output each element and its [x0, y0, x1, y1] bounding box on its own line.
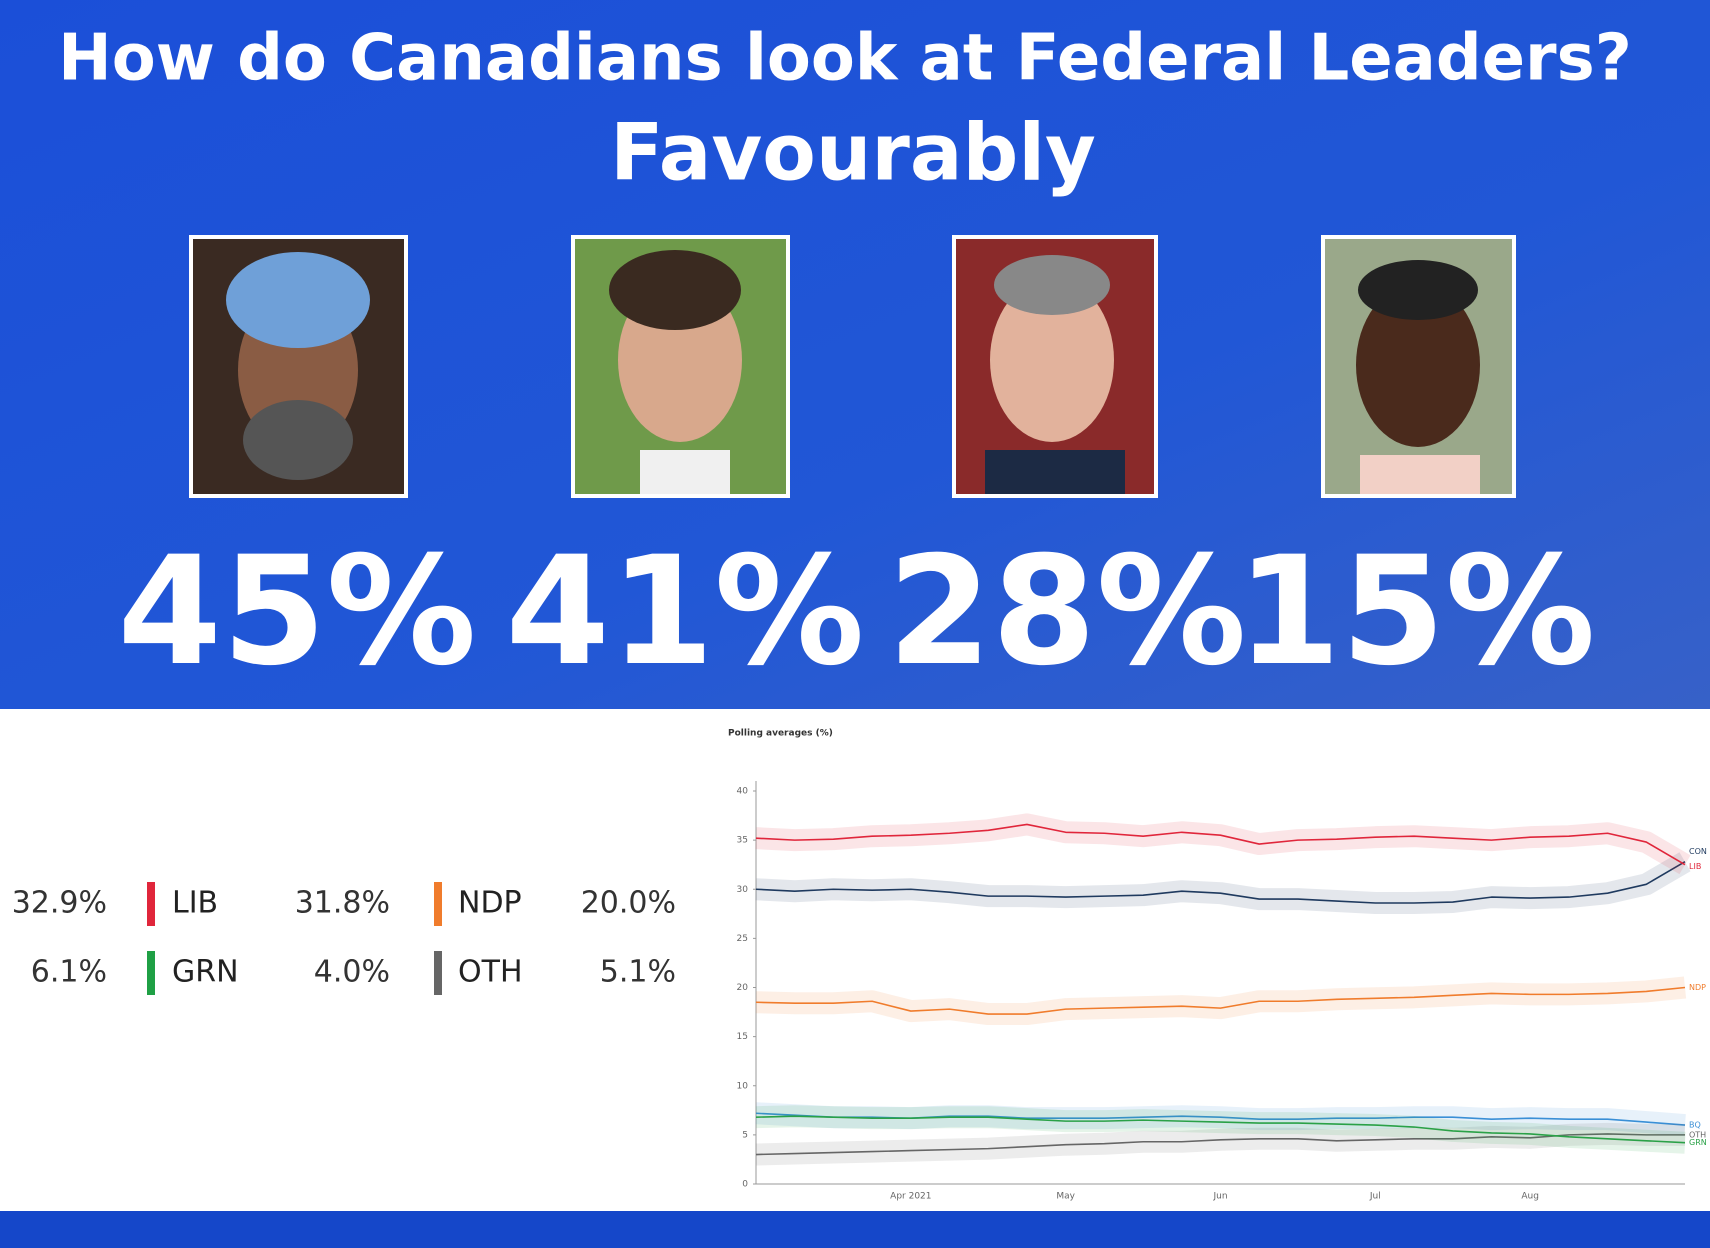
party-swatch	[147, 951, 155, 995]
party-label: LIB	[172, 886, 218, 921]
favourability-value: 41%	[505, 525, 864, 699]
x-tick-label: Aug	[1521, 1192, 1539, 1202]
y-tick-label: 30	[737, 885, 749, 895]
x-tick-label: Jul	[1369, 1192, 1381, 1202]
line-chart: Polling averages (%) 0 5 10 15 20 25 30 35 40 Apr …	[728, 729, 1707, 1202]
series-line	[755, 1133, 1685, 1156]
series-line	[755, 861, 1686, 904]
photo	[571, 235, 790, 498]
party-value: 6.1%	[31, 955, 107, 990]
y-tick-label: 5	[742, 1130, 748, 1140]
series-line	[755, 1115, 1686, 1144]
x-tick-label: May	[1056, 1192, 1075, 1202]
series-end-label: BQ	[1689, 1121, 1701, 1130]
poll-summary: 32.9% LIB 31.8% NDP 20.0% 6.1% GRN 4.0% OTH 5.1%	[12, 882, 676, 995]
party-label: GRN	[172, 955, 239, 990]
y-tick-label: 15	[737, 1032, 748, 1042]
y-tick-label: 25	[737, 934, 748, 944]
favourability-value: 15%	[1236, 525, 1595, 699]
series-line	[755, 986, 1686, 1015]
favourability-value: 28%	[887, 525, 1246, 699]
party-label: OTH	[458, 955, 523, 990]
party-label: NDP	[458, 886, 522, 921]
party-value: 4.0%	[314, 955, 390, 990]
footer-strip	[0, 1211, 1710, 1248]
favourability-value: 45%	[117, 525, 476, 699]
series-end-label: CON	[1689, 847, 1707, 856]
y-tick-label: 20	[737, 983, 749, 993]
photos	[189, 235, 1516, 498]
series-line	[755, 823, 1686, 866]
y-axis-label: Polling averages (%)	[728, 729, 833, 739]
series-end-label: LIB	[1689, 862, 1701, 871]
photo	[952, 235, 1158, 498]
party-value: 31.8%	[295, 886, 390, 921]
banner-title: How do Canadians look at Federal Leaders…	[58, 22, 1632, 96]
y-tick-label: 10	[737, 1081, 749, 1091]
series-end-label: NDP	[1689, 983, 1706, 992]
banner-subtitle: Favourably	[610, 108, 1096, 198]
photo	[1321, 235, 1516, 498]
y-tick-label: 35	[737, 836, 748, 846]
x-tick-label: Jun	[1212, 1192, 1227, 1202]
party-swatch	[147, 882, 155, 926]
series-end-label: GRN	[1689, 1138, 1707, 1147]
y-tick-label: 0	[742, 1180, 748, 1190]
party-swatch	[434, 951, 442, 995]
party-value: 32.9%	[12, 886, 107, 921]
series-end-label: OTH	[1689, 1130, 1706, 1139]
x-tick-label: Apr 2021	[890, 1192, 931, 1202]
party-value: 5.1%	[600, 955, 676, 990]
party-value: 20.0%	[581, 886, 676, 921]
photo	[189, 235, 408, 498]
y-tick-label: 40	[737, 787, 749, 797]
party-swatch	[434, 882, 442, 926]
